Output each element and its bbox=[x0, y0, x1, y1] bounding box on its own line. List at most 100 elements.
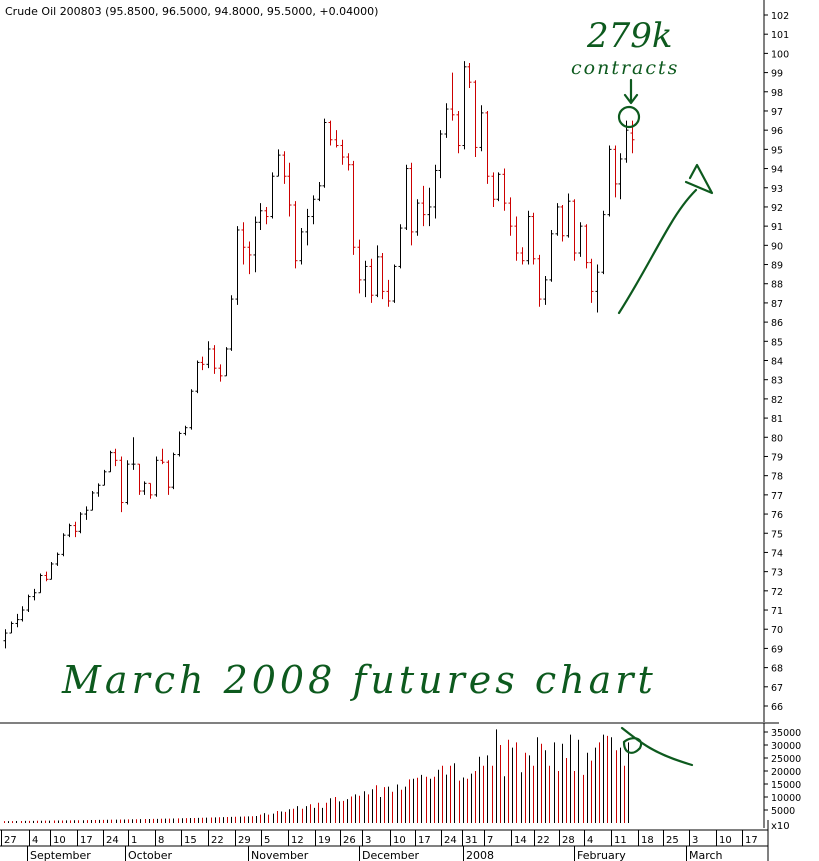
price-bar bbox=[613, 145, 618, 198]
price-bar bbox=[44, 571, 49, 582]
price-tick-label: 73 bbox=[771, 568, 783, 579]
date-tick-label: 10 bbox=[393, 835, 406, 846]
price-axis: 66 67 68 69 70 71 72 73 74 75 76 77 78 79 80 81 82 83 84 85… bbox=[764, 11, 789, 713]
price-bar bbox=[38, 573, 43, 594]
price-bar bbox=[108, 450, 113, 473]
price-tick-label: 101 bbox=[771, 30, 789, 41]
price-tick-label: 97 bbox=[771, 107, 783, 118]
price-bar bbox=[166, 460, 171, 495]
price-tick-label: 84 bbox=[771, 357, 783, 368]
price-bar bbox=[160, 448, 165, 465]
date-tick-label: 17 bbox=[80, 835, 93, 846]
price-bar bbox=[595, 264, 600, 313]
date-tick-label: 26 bbox=[343, 835, 356, 846]
price-bar bbox=[363, 260, 368, 298]
date-tick-label: 4 bbox=[587, 835, 593, 846]
date-tick-label: 3 bbox=[365, 835, 371, 846]
price-bar bbox=[462, 61, 467, 150]
date-tick-label: 22 bbox=[211, 835, 224, 846]
price-tick-label: 87 bbox=[771, 299, 783, 310]
price-tick-label: 100 bbox=[771, 49, 789, 60]
price-bar bbox=[601, 210, 606, 275]
price-tick-label: 66 bbox=[771, 702, 783, 713]
price-bar bbox=[572, 199, 577, 261]
price-bar bbox=[287, 162, 292, 217]
price-bar bbox=[61, 533, 66, 557]
price-bar bbox=[415, 199, 420, 236]
date-tick-label: 25 bbox=[666, 835, 679, 846]
price-tick-label: 80 bbox=[771, 433, 783, 444]
price-bar bbox=[549, 229, 554, 282]
volume-tick-label: 25000 bbox=[771, 754, 801, 765]
date-tick-label: 11 bbox=[614, 835, 627, 846]
price-bar bbox=[200, 356, 205, 371]
price-tick-label: 90 bbox=[771, 241, 783, 252]
price-bar bbox=[566, 193, 571, 238]
price-bar bbox=[346, 153, 351, 171]
price-bar bbox=[375, 245, 380, 298]
month-label: September bbox=[30, 849, 91, 861]
price-bar bbox=[131, 437, 136, 470]
date-tick-label: 18 bbox=[641, 835, 654, 846]
date-tick-label: 10 bbox=[53, 835, 66, 846]
date-tick-label: 29 bbox=[238, 835, 251, 846]
price-bar bbox=[270, 172, 275, 219]
up-arrow-shaft-annotation bbox=[617, 188, 698, 315]
price-bar bbox=[264, 206, 269, 225]
price-tick-label: 77 bbox=[771, 491, 783, 502]
price-bar bbox=[84, 506, 89, 520]
price-bar bbox=[212, 345, 217, 374]
price-bar bbox=[508, 197, 513, 236]
price-bar bbox=[119, 456, 124, 513]
price-tick-label: 68 bbox=[771, 664, 783, 675]
price-bar bbox=[189, 389, 194, 430]
price-bar bbox=[32, 588, 37, 601]
price-tick-label: 93 bbox=[771, 184, 783, 195]
price-bar bbox=[55, 552, 60, 566]
price-bar bbox=[340, 139, 345, 165]
date-tick-label: 10 bbox=[719, 835, 732, 846]
date-tick-label: 4 bbox=[32, 835, 38, 846]
month-label: November bbox=[251, 849, 309, 861]
price-tick-label: 89 bbox=[771, 261, 783, 272]
price-tick-label: 102 bbox=[771, 11, 789, 22]
price-bar bbox=[496, 172, 501, 202]
date-tick-label: 17 bbox=[745, 835, 758, 846]
price-bar bbox=[317, 181, 322, 202]
price-tick-label: 75 bbox=[771, 529, 783, 540]
price-bar bbox=[67, 523, 72, 538]
price-bar bbox=[78, 512, 83, 534]
price-bar bbox=[206, 341, 211, 369]
price-bar bbox=[218, 364, 223, 382]
price-bar bbox=[398, 224, 403, 269]
price-bar bbox=[531, 212, 536, 265]
price-bar bbox=[589, 258, 594, 303]
date-tick-label: 22 bbox=[537, 835, 550, 846]
price-bar bbox=[369, 258, 374, 303]
volume-bars bbox=[4, 729, 629, 823]
price-tick-label: 69 bbox=[771, 644, 783, 655]
price-bar bbox=[195, 360, 200, 394]
price-tick-label: 71 bbox=[771, 606, 783, 617]
price-bar bbox=[113, 448, 118, 467]
price-bar bbox=[26, 594, 31, 612]
contracts-count-annotation: 279k bbox=[586, 16, 673, 56]
price-bar bbox=[479, 105, 484, 152]
price-bar bbox=[102, 469, 107, 486]
price-bar bbox=[433, 164, 438, 219]
price-bar bbox=[543, 276, 548, 305]
price-bar bbox=[229, 295, 234, 351]
price-bar bbox=[409, 162, 414, 246]
price-bar bbox=[241, 222, 246, 265]
price-tick-label: 99 bbox=[771, 69, 783, 80]
date-axis: 27 4 10 17 24 1 8 15 22 29 5 12 19 26 3 10 17 24 31 7 14 22 28… bbox=[1, 830, 758, 846]
price-bar bbox=[20, 606, 25, 622]
date-tick-label: 3 bbox=[692, 835, 698, 846]
price-bar bbox=[444, 103, 449, 138]
volume-tick-label: 30000 bbox=[771, 741, 801, 752]
volume-arrow-annotation bbox=[620, 726, 694, 767]
date-tick-label: 19 bbox=[318, 835, 331, 846]
date-tick-label: 24 bbox=[106, 835, 119, 846]
